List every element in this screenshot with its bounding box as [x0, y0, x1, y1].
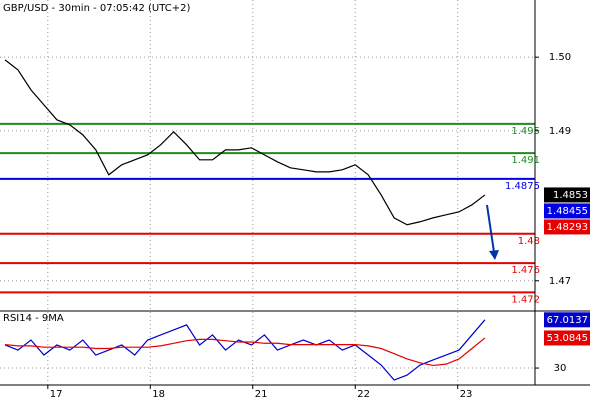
level-label: 1.48 [518, 236, 540, 247]
level-label: 1.476 [511, 265, 540, 276]
y-tick-label: 1.49 [549, 126, 571, 137]
arrow-head [489, 250, 499, 260]
level-label: 1.495 [511, 126, 540, 137]
x-tick-label: 22 [357, 389, 370, 400]
x-tick-label: 18 [152, 389, 165, 400]
price-label-box [544, 203, 590, 219]
last-value-label-box [544, 187, 590, 203]
chart-title: GBP/USD - 30min - 07:05:42 (UTC+2) [3, 3, 190, 14]
last-value-label: 53.0845 [547, 333, 588, 344]
level-label: 1.472 [511, 294, 540, 305]
x-tick-label: 21 [255, 389, 268, 400]
price-label: 1.48455 [547, 206, 588, 217]
level-label: 1.491 [511, 155, 540, 166]
y-tick-label: 30 [554, 363, 567, 374]
level-label: 1.4875 [505, 181, 540, 192]
y-tick-label: 1.50 [549, 52, 571, 63]
price-label: 1.48293 [547, 222, 588, 233]
series-line [4, 337, 486, 367]
last-value-label: 1.4853 [553, 190, 588, 201]
forecast-arrow [486, 204, 495, 253]
price-label-box [544, 219, 590, 235]
series-line [4, 59, 486, 226]
last-value-label: 67.0137 [547, 315, 588, 326]
last-value-label-box [544, 312, 590, 328]
last-value-label-box [544, 330, 590, 346]
x-tick-label: 17 [50, 389, 63, 400]
rsi-title: RSI14 - 9MA [3, 313, 64, 324]
y-tick-label: 1.47 [549, 276, 571, 287]
x-tick-label: 23 [460, 389, 473, 400]
